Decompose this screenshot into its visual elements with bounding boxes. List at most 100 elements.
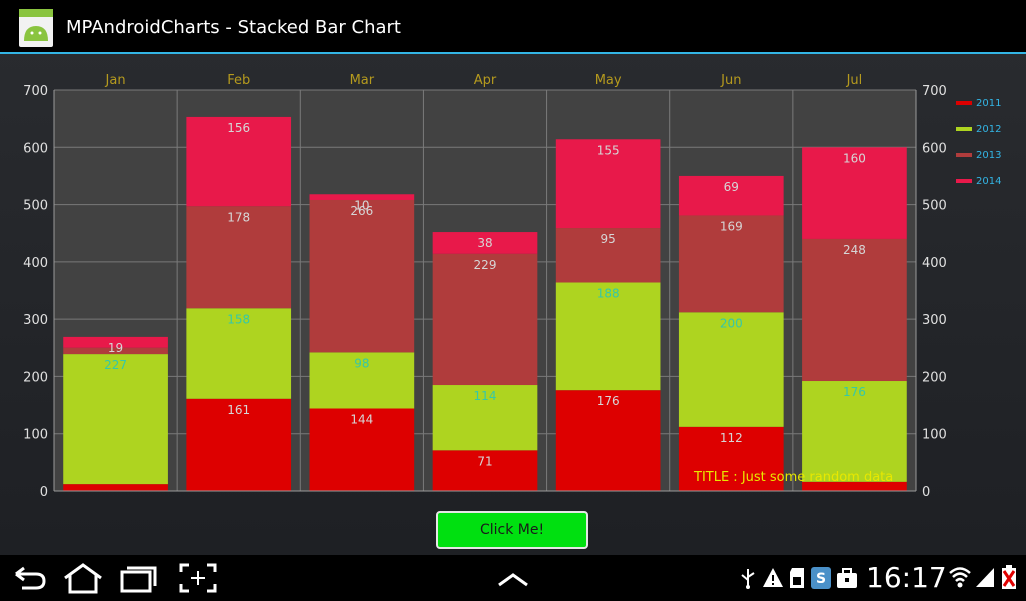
y-tick-left: 0 xyxy=(40,485,48,500)
bar-segment[interactable] xyxy=(186,206,292,309)
bar-segment[interactable] xyxy=(555,390,661,491)
bar-segment[interactable] xyxy=(63,484,168,491)
y-tick-left: 300 xyxy=(23,313,48,328)
data-label: 98 xyxy=(354,356,369,370)
data-label: 176 xyxy=(843,385,866,399)
bar-segment[interactable] xyxy=(63,347,168,355)
y-tick-right: 600 xyxy=(922,141,947,156)
bar-segment[interactable] xyxy=(432,253,538,386)
bar-segment[interactable] xyxy=(678,426,784,491)
x-tick-label: Jul xyxy=(846,73,863,88)
bar-segment[interactable] xyxy=(63,336,168,348)
legend: 2011 2012 2013 2014 xyxy=(956,98,1001,187)
data-label: 156 xyxy=(227,121,250,135)
svg-text:S: S xyxy=(816,571,826,587)
y-tick-right: 0 xyxy=(922,485,930,500)
bar-segment[interactable] xyxy=(309,352,415,409)
android-app-icon[interactable] xyxy=(18,8,54,48)
x-tick-label: Mar xyxy=(350,73,375,88)
bar-segment[interactable] xyxy=(678,215,784,313)
bar-segment[interactable] xyxy=(802,147,907,239)
bar-segment[interactable] xyxy=(309,194,415,200)
legend-swatch xyxy=(956,153,972,157)
bar-segment[interactable] xyxy=(186,308,292,399)
briefcase-icon xyxy=(837,568,857,588)
legend-label: 2014 xyxy=(976,176,1001,187)
app-title: MPAndroidCharts - Stacked Bar Chart xyxy=(66,17,401,38)
data-label: 169 xyxy=(720,219,743,233)
wifi-icon xyxy=(949,567,971,588)
data-label: 155 xyxy=(597,143,620,157)
x-tick-label: May xyxy=(595,73,622,88)
y-tick-right: 700 xyxy=(922,84,947,99)
data-label: 160 xyxy=(843,151,866,165)
data-label: 200 xyxy=(720,316,743,330)
bar-segment[interactable] xyxy=(802,238,907,382)
data-label: 144 xyxy=(350,413,373,427)
bar-segment[interactable] xyxy=(555,282,661,391)
action-bar: MPAndroidCharts - Stacked Bar Chart xyxy=(0,0,1026,54)
bar-segment[interactable] xyxy=(802,381,907,482)
y-tick-left: 200 xyxy=(23,370,48,385)
data-label: 69 xyxy=(724,180,739,194)
legend-swatch xyxy=(956,179,972,183)
bar-segment[interactable] xyxy=(678,312,784,427)
up-chevron-icon[interactable] xyxy=(490,560,536,596)
bar-segment[interactable] xyxy=(555,228,661,283)
bar-segment[interactable] xyxy=(432,385,538,451)
bar-segment[interactable] xyxy=(432,450,538,491)
y-tick-left: 600 xyxy=(23,141,48,156)
bar-segment[interactable] xyxy=(432,232,538,254)
bar-segment[interactable] xyxy=(555,139,661,229)
y-tick-right: 400 xyxy=(922,256,947,271)
data-label: 10 xyxy=(354,198,369,212)
data-label: 229 xyxy=(474,258,497,272)
data-label: 158 xyxy=(227,312,250,326)
bar-segment[interactable] xyxy=(186,116,292,207)
back-icon[interactable] xyxy=(6,560,52,596)
data-label: 19 xyxy=(108,341,123,355)
y-tick-right: 300 xyxy=(922,313,947,328)
home-icon[interactable] xyxy=(60,560,106,596)
bar-segment[interactable] xyxy=(802,481,907,491)
x-tick-label: Jan xyxy=(105,73,126,88)
bar-segment[interactable] xyxy=(186,398,292,491)
x-tick-label: Apr xyxy=(474,73,497,88)
bar-segment[interactable] xyxy=(309,199,415,353)
bar-segment[interactable] xyxy=(309,408,415,491)
data-label: 227 xyxy=(104,358,127,372)
y-tick-right: 500 xyxy=(922,199,947,214)
system-bar: S 16:17 xyxy=(0,555,1026,601)
recents-icon[interactable] xyxy=(116,560,162,596)
sync-app-icon: S xyxy=(811,567,831,589)
bar-segment[interactable] xyxy=(63,354,168,485)
data-label: 178 xyxy=(227,210,250,224)
data-label: 266 xyxy=(350,204,373,218)
usb-icon xyxy=(741,569,755,589)
bars xyxy=(63,116,907,491)
y-tick-right: 200 xyxy=(922,370,947,385)
x-tick-label: Jun xyxy=(720,73,741,88)
y-tick-left: 100 xyxy=(23,428,48,443)
legend-label: 2013 xyxy=(976,150,1001,161)
warning-icon xyxy=(763,568,783,587)
axes: 0 0 100 100 200 200 300 300 400 400 500 500 600 600 70… xyxy=(23,73,947,500)
y-tick-left: 400 xyxy=(23,256,48,271)
y-tick-right: 100 xyxy=(922,428,947,443)
data-label: 114 xyxy=(474,389,497,403)
legend-swatch xyxy=(956,101,972,105)
data-label: 95 xyxy=(601,232,616,246)
data-label: 248 xyxy=(843,243,866,257)
legend-label: 2012 xyxy=(976,124,1001,135)
data-label: 188 xyxy=(597,286,620,300)
screenshot-icon[interactable] xyxy=(175,560,221,596)
data-label: 38 xyxy=(477,236,492,250)
chart-annotation: TITLE : Just some random data xyxy=(693,470,893,485)
x-tick-label: Feb xyxy=(227,73,250,88)
click-me-button[interactable]: Click Me! xyxy=(436,511,588,549)
bar-segment[interactable] xyxy=(678,175,784,216)
sd-card-icon xyxy=(790,568,804,588)
